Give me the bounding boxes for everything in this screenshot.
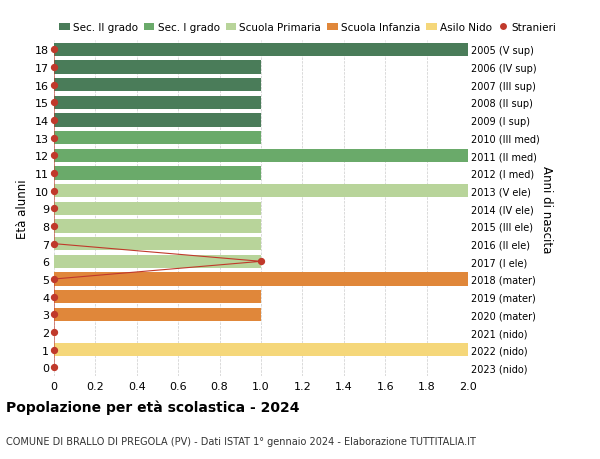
Bar — [54, 273, 468, 286]
Bar — [54, 255, 261, 269]
Point — [49, 46, 59, 54]
Bar — [54, 44, 468, 57]
Bar — [54, 132, 261, 145]
Point — [49, 188, 59, 195]
Bar — [54, 291, 261, 304]
Point — [49, 223, 59, 230]
Legend: Sec. II grado, Sec. I grado, Scuola Primaria, Scuola Infanzia, Asilo Nido, Stran: Sec. II grado, Sec. I grado, Scuola Prim… — [59, 23, 557, 33]
Bar — [54, 167, 261, 180]
Bar — [54, 96, 261, 110]
Text: COMUNE DI BRALLO DI PREGOLA (PV) - Dati ISTAT 1° gennaio 2024 - Elaborazione TUT: COMUNE DI BRALLO DI PREGOLA (PV) - Dati … — [6, 436, 476, 446]
Bar — [54, 79, 261, 92]
Point — [49, 346, 59, 353]
Point — [49, 205, 59, 213]
Text: Popolazione per età scolastica - 2024: Popolazione per età scolastica - 2024 — [6, 399, 299, 414]
Point — [49, 64, 59, 72]
Point — [49, 99, 59, 106]
Bar — [54, 237, 261, 251]
Point — [49, 329, 59, 336]
Point — [49, 241, 59, 248]
Bar — [54, 308, 261, 321]
Y-axis label: Età alunni: Età alunni — [16, 179, 29, 239]
Point — [49, 276, 59, 283]
Point — [49, 311, 59, 319]
Bar — [54, 149, 468, 162]
Bar — [54, 220, 261, 233]
Point — [49, 134, 59, 142]
Point — [49, 170, 59, 177]
Bar — [54, 202, 261, 215]
Bar — [54, 114, 261, 127]
Point — [49, 117, 59, 124]
Y-axis label: Anni di nascita: Anni di nascita — [541, 165, 553, 252]
Point — [49, 293, 59, 301]
Bar — [54, 343, 468, 357]
Point — [49, 82, 59, 89]
Bar — [54, 61, 261, 74]
Point — [49, 152, 59, 160]
Bar — [54, 185, 468, 198]
Point — [49, 364, 59, 371]
Point — [256, 258, 266, 265]
